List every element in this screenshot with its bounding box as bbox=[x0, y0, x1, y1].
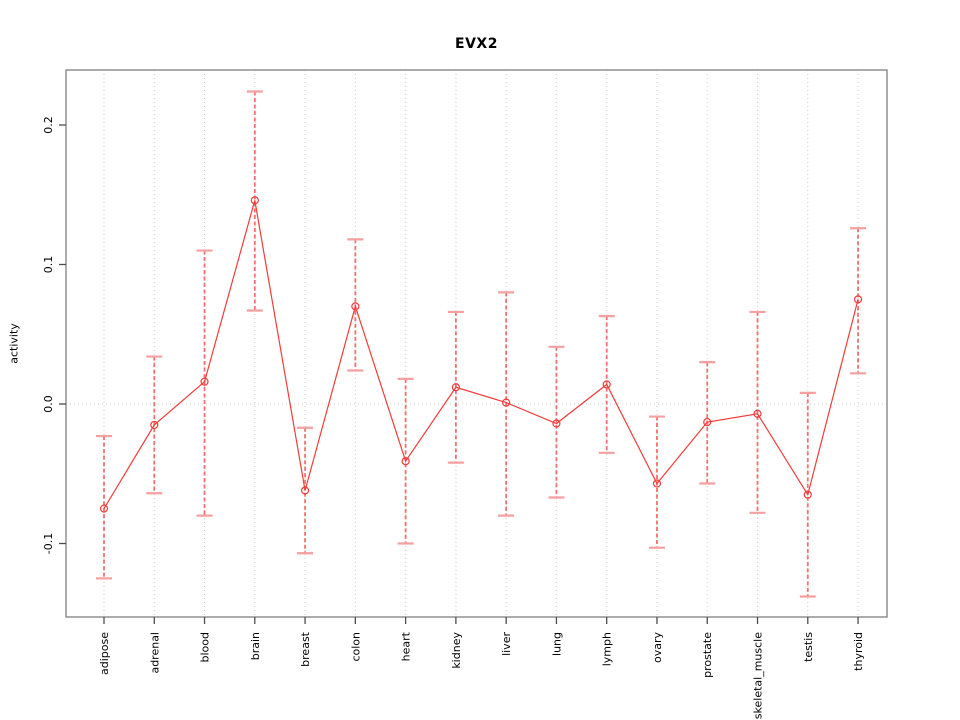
y-tick-label: 0.2 bbox=[42, 116, 55, 134]
data-point bbox=[803, 490, 812, 499]
data-point bbox=[753, 409, 762, 418]
y-tick-label: -0.1 bbox=[42, 533, 55, 554]
data-point bbox=[150, 420, 159, 430]
x-category-label: testis bbox=[802, 632, 815, 662]
x-category-label: colon bbox=[349, 632, 362, 662]
x-category-label: heart bbox=[400, 631, 413, 661]
data-point bbox=[853, 295, 863, 304]
x-category-label: adrenal bbox=[148, 632, 161, 674]
x-category-label: breast bbox=[299, 631, 312, 667]
data-point bbox=[502, 398, 511, 407]
data-point bbox=[602, 380, 611, 389]
chart-title: EVX2 bbox=[455, 36, 498, 52]
data-point bbox=[703, 418, 712, 427]
gridlines bbox=[66, 70, 887, 617]
x-category-label: prostate bbox=[701, 632, 714, 678]
data-point bbox=[401, 457, 410, 466]
data-point bbox=[351, 302, 360, 311]
y-axis: -0.1 0.0 0.1 0.2 bbox=[42, 116, 66, 554]
data-point bbox=[99, 504, 109, 513]
x-category-label: ovary bbox=[651, 632, 664, 664]
data-point bbox=[451, 383, 460, 392]
y-tick-label: 0.1 bbox=[42, 256, 55, 274]
data-point bbox=[652, 479, 662, 488]
x-category-label: lymph bbox=[601, 632, 614, 666]
x-axis: adipose adrenal blood brain breast colon heart… bbox=[98, 617, 865, 719]
x-category-label: adipose bbox=[98, 632, 111, 675]
x-category-label: brain bbox=[249, 632, 262, 660]
y-tick-label: 0.0 bbox=[42, 395, 55, 413]
plot-border bbox=[65, 69, 888, 618]
x-category-label: kidney bbox=[450, 632, 463, 669]
data-point bbox=[200, 377, 209, 386]
data-point bbox=[300, 486, 310, 495]
x-category-label: thyroid bbox=[852, 632, 865, 671]
x-category-label: lung bbox=[550, 632, 563, 656]
x-category-label: blood bbox=[199, 632, 212, 662]
x-category-label: liver bbox=[500, 632, 513, 656]
data-point bbox=[250, 196, 259, 205]
markers bbox=[99, 196, 863, 513]
data-point bbox=[552, 419, 561, 428]
x-category-label: skeletal_muscle bbox=[752, 632, 765, 719]
series-line bbox=[103, 200, 859, 509]
error-bars bbox=[96, 90, 867, 598]
